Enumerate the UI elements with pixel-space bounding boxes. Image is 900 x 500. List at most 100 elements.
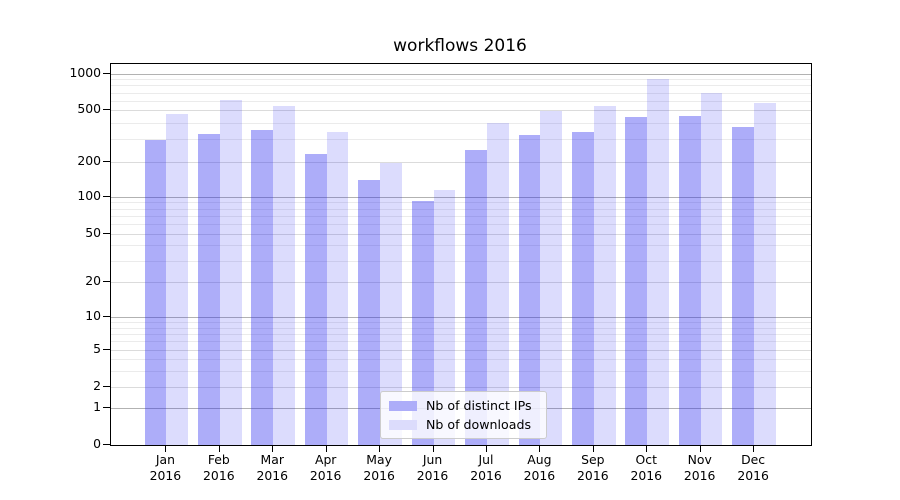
- x-tick-label-feb: Feb 2016: [203, 452, 235, 483]
- gridline-10: [111, 316, 811, 318]
- y-tick-label-500: 500: [77, 101, 101, 117]
- bar-downloads-oct: [647, 79, 670, 445]
- x-tick-label-aug: Aug 2016: [523, 452, 556, 483]
- bar-distinct-ips-dec: [732, 127, 755, 445]
- y-tick-label-1: 1: [93, 399, 101, 415]
- x-tick-jul: [485, 445, 487, 452]
- y-tick-50: [103, 232, 110, 234]
- bar-distinct-ips-jan: [144, 139, 167, 445]
- bar-downloads-jan: [166, 113, 189, 445]
- y-tick-label-100: 100: [77, 187, 101, 203]
- bar-downloads-aug: [540, 111, 563, 445]
- gridline-8: [111, 327, 811, 329]
- bar-distinct-ips-mar: [251, 129, 274, 445]
- bar-distinct-ips-apr: [304, 153, 327, 445]
- gridline-9: [111, 322, 811, 323]
- bar-distinct-ips-oct: [625, 117, 648, 445]
- legend-swatch-distinct-ips: [389, 400, 417, 411]
- gridline-6: [111, 341, 811, 343]
- bar-distinct-ips-jun: [411, 201, 434, 445]
- y-tick-2: [103, 386, 110, 387]
- y-tick-label-2: 2: [93, 377, 101, 393]
- legend-swatch-downloads: [389, 419, 417, 430]
- gridline-2: [111, 387, 811, 388]
- y-tick-10: [103, 315, 110, 317]
- y-tick-200: [103, 160, 110, 162]
- chart-title: workflows 2016: [393, 36, 527, 56]
- bar-distinct-ips-aug: [518, 135, 541, 445]
- gridline-30: [111, 260, 811, 262]
- gridline-600: [111, 100, 811, 102]
- legend-item-distinct-ips: Nb of distinct IPs: [389, 396, 538, 415]
- x-tick-apr: [325, 445, 327, 452]
- x-tick-feb: [218, 445, 220, 452]
- bar-downloads-may: [380, 162, 402, 445]
- gridline-7: [111, 333, 811, 335]
- bar-downloads-feb: [219, 100, 242, 445]
- x-tick-jan: [165, 445, 167, 452]
- gridline-100: [111, 196, 811, 198]
- gridline-60: [111, 223, 811, 225]
- y-tick-label-0: 0: [93, 435, 101, 451]
- x-tick-label-sep: Sep 2016: [577, 452, 609, 483]
- gridline-20: [111, 282, 811, 283]
- y-tick-100: [103, 195, 110, 197]
- bar-downloads-dec: [754, 103, 776, 445]
- x-tick-oct: [646, 445, 648, 452]
- x-tick-may: [379, 445, 381, 452]
- gridline-90: [111, 202, 811, 204]
- y-tick-label-200: 200: [77, 152, 101, 168]
- bar-downloads-apr: [326, 131, 349, 445]
- y-tick-5: [103, 349, 110, 351]
- gridline-900: [111, 79, 811, 81]
- gridline-3: [111, 370, 811, 372]
- gridline-4: [111, 359, 811, 361]
- legend: Nb of distinct IPs Nb of downloads: [380, 391, 547, 439]
- gridline-1000: [111, 73, 811, 75]
- x-tick-label-oct: Oct 2016: [630, 452, 663, 483]
- y-tick-label-10: 10: [85, 307, 101, 323]
- x-tick-label-mar: Mar 2016: [256, 452, 289, 483]
- gridline-500: [111, 110, 811, 112]
- y-tick-500: [103, 109, 110, 111]
- y-tick-1000: [103, 72, 110, 74]
- gridline-80: [111, 208, 811, 210]
- bar-distinct-ips-nov: [678, 115, 701, 445]
- x-tick-label-jan: Jan 2016: [149, 452, 182, 483]
- gridline-70: [111, 215, 811, 217]
- x-tick-mar: [272, 445, 274, 452]
- bar-distinct-ips-sep: [572, 131, 594, 445]
- bar-downloads-mar: [273, 105, 296, 445]
- gridline-400: [111, 122, 811, 124]
- bar-downloads-nov: [700, 93, 723, 445]
- y-tick-label-5: 5: [93, 340, 101, 356]
- x-tick-label-apr: Apr 2016: [309, 452, 342, 483]
- x-tick-nov: [699, 445, 701, 452]
- gridline-5: [111, 350, 811, 352]
- x-tick-jun: [432, 445, 434, 452]
- y-tick-20: [103, 281, 110, 282]
- x-tick-aug: [539, 445, 541, 452]
- bar-distinct-ips-jul: [465, 150, 487, 445]
- bar-downloads-jul: [486, 122, 509, 445]
- x-tick-label-jul: Jul 2016: [470, 452, 502, 483]
- bar-distinct-ips-feb: [198, 133, 220, 445]
- gridline-40: [111, 245, 811, 247]
- bar-downloads-sep: [593, 105, 616, 445]
- bar-distinct-ips-may: [358, 179, 381, 445]
- gridline-50: [111, 233, 811, 235]
- x-tick-label-dec: Dec 2016: [737, 452, 769, 483]
- plot-area: [110, 63, 812, 446]
- x-tick-dec: [753, 445, 755, 452]
- y-tick-label-50: 50: [85, 224, 101, 240]
- x-tick-label-nov: Nov 2016: [683, 452, 716, 483]
- y-tick-0: [103, 444, 110, 445]
- x-tick-label-jun: Jun 2016: [416, 452, 449, 483]
- y-tick-1: [103, 407, 110, 409]
- gridline-800: [111, 85, 811, 87]
- gridline-200: [111, 161, 811, 163]
- y-tick-label-1000: 1000: [69, 64, 101, 80]
- x-tick-sep: [592, 445, 594, 452]
- bar-downloads-jun: [433, 189, 456, 445]
